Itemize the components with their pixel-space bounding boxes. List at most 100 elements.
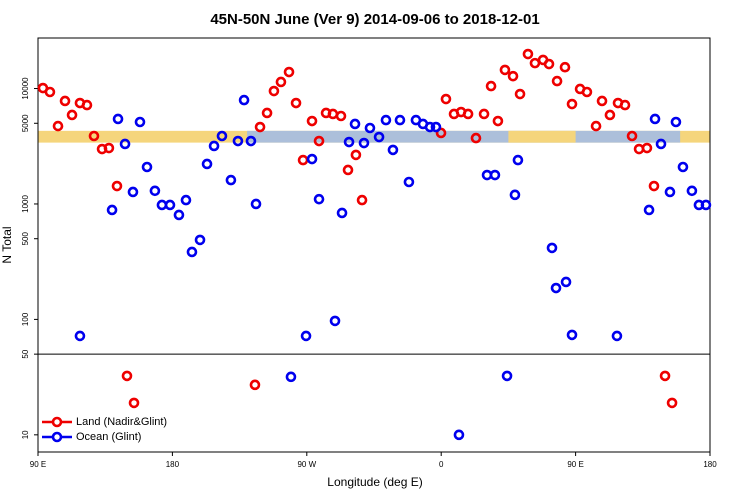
legend-label: Land (Nadir&Glint) bbox=[76, 416, 167, 428]
data-point bbox=[522, 48, 534, 60]
data-point bbox=[543, 58, 555, 70]
data-point bbox=[149, 185, 161, 197]
data-point bbox=[52, 120, 64, 132]
data-point bbox=[313, 193, 325, 205]
data-point bbox=[119, 138, 131, 150]
legend-marker bbox=[51, 431, 63, 443]
data-point bbox=[581, 86, 593, 98]
data-point bbox=[285, 371, 297, 383]
data-point bbox=[141, 161, 153, 173]
data-point bbox=[306, 115, 318, 127]
data-point bbox=[112, 113, 124, 125]
data-point bbox=[127, 186, 139, 198]
data-point bbox=[249, 379, 261, 391]
data-point bbox=[336, 207, 348, 219]
data-point bbox=[462, 108, 474, 120]
data-point bbox=[66, 109, 78, 121]
data-point bbox=[499, 64, 511, 76]
data-point bbox=[424, 121, 436, 133]
data-point bbox=[121, 370, 133, 382]
reference-band-gap bbox=[508, 130, 576, 143]
data-point bbox=[356, 194, 368, 206]
data-point bbox=[560, 276, 572, 288]
data-point bbox=[180, 194, 192, 206]
data-point bbox=[670, 116, 682, 128]
data-point bbox=[619, 99, 631, 111]
data-point bbox=[700, 199, 712, 211]
data-point bbox=[111, 180, 123, 192]
y-tick-label: 10000 bbox=[21, 77, 30, 100]
data-point bbox=[492, 115, 504, 127]
data-point bbox=[373, 131, 385, 143]
data-point bbox=[232, 135, 244, 147]
data-point bbox=[626, 130, 638, 142]
data-point bbox=[238, 94, 250, 106]
data-point bbox=[350, 149, 362, 161]
data-point bbox=[643, 204, 655, 216]
data-point bbox=[440, 93, 452, 105]
data-point bbox=[507, 70, 519, 82]
data-point bbox=[342, 164, 354, 176]
data-point bbox=[380, 114, 392, 126]
data-point bbox=[268, 85, 280, 97]
data-point bbox=[403, 176, 415, 188]
data-point bbox=[254, 121, 266, 133]
data-point bbox=[435, 127, 447, 139]
x-tick-label: 180 bbox=[703, 460, 717, 469]
data-point bbox=[666, 397, 678, 409]
y-tick-label: 5000 bbox=[21, 114, 30, 132]
data-point bbox=[387, 144, 399, 156]
data-point bbox=[283, 66, 295, 78]
data-point bbox=[649, 113, 661, 125]
data-point bbox=[430, 121, 442, 133]
x-tick-label: 90 E bbox=[30, 460, 46, 469]
data-point bbox=[551, 75, 563, 87]
x-tick-label: 90 E bbox=[567, 460, 583, 469]
data-point bbox=[611, 330, 623, 342]
data-point bbox=[327, 108, 339, 120]
y-tick-label: 10 bbox=[21, 430, 30, 439]
data-point bbox=[313, 135, 325, 147]
data-point bbox=[134, 116, 146, 128]
x-tick-label: 180 bbox=[166, 460, 180, 469]
y-tick-label: 100 bbox=[21, 312, 30, 326]
data-point bbox=[216, 130, 228, 142]
data-point bbox=[509, 189, 521, 201]
data-point bbox=[512, 154, 524, 166]
data-point bbox=[655, 138, 667, 150]
legend-marker bbox=[51, 416, 63, 428]
data-point bbox=[641, 142, 653, 154]
data-point bbox=[300, 330, 312, 342]
data-point bbox=[164, 199, 176, 211]
data-point bbox=[128, 397, 140, 409]
data-point bbox=[501, 370, 513, 382]
data-point bbox=[677, 161, 689, 173]
data-point bbox=[290, 97, 302, 109]
x-tick-label: 90 W bbox=[297, 460, 316, 469]
data-point bbox=[306, 153, 318, 165]
data-point bbox=[44, 86, 56, 98]
data-point bbox=[275, 76, 287, 88]
data-point bbox=[297, 154, 309, 166]
chart-title: 45N-50N June (Ver 9) 2014-09-06 to 2018-… bbox=[210, 11, 539, 28]
data-point bbox=[470, 132, 482, 144]
data-point bbox=[250, 198, 262, 210]
data-point bbox=[546, 242, 558, 254]
data-point bbox=[194, 234, 206, 246]
y-tick-label: 1000 bbox=[21, 195, 30, 213]
y-tick-label: 500 bbox=[21, 231, 30, 245]
data-point bbox=[103, 142, 115, 154]
data-point bbox=[364, 122, 376, 134]
x-tick-label: 0 bbox=[439, 460, 444, 469]
data-point bbox=[343, 136, 355, 148]
data-point bbox=[489, 169, 501, 181]
reference-band-inner bbox=[247, 130, 681, 143]
data-point bbox=[485, 80, 497, 92]
data-point bbox=[358, 137, 370, 149]
data-point bbox=[478, 108, 490, 120]
data-point bbox=[329, 315, 341, 327]
data-point bbox=[88, 130, 100, 142]
data-point bbox=[453, 429, 465, 441]
data-point bbox=[596, 95, 608, 107]
